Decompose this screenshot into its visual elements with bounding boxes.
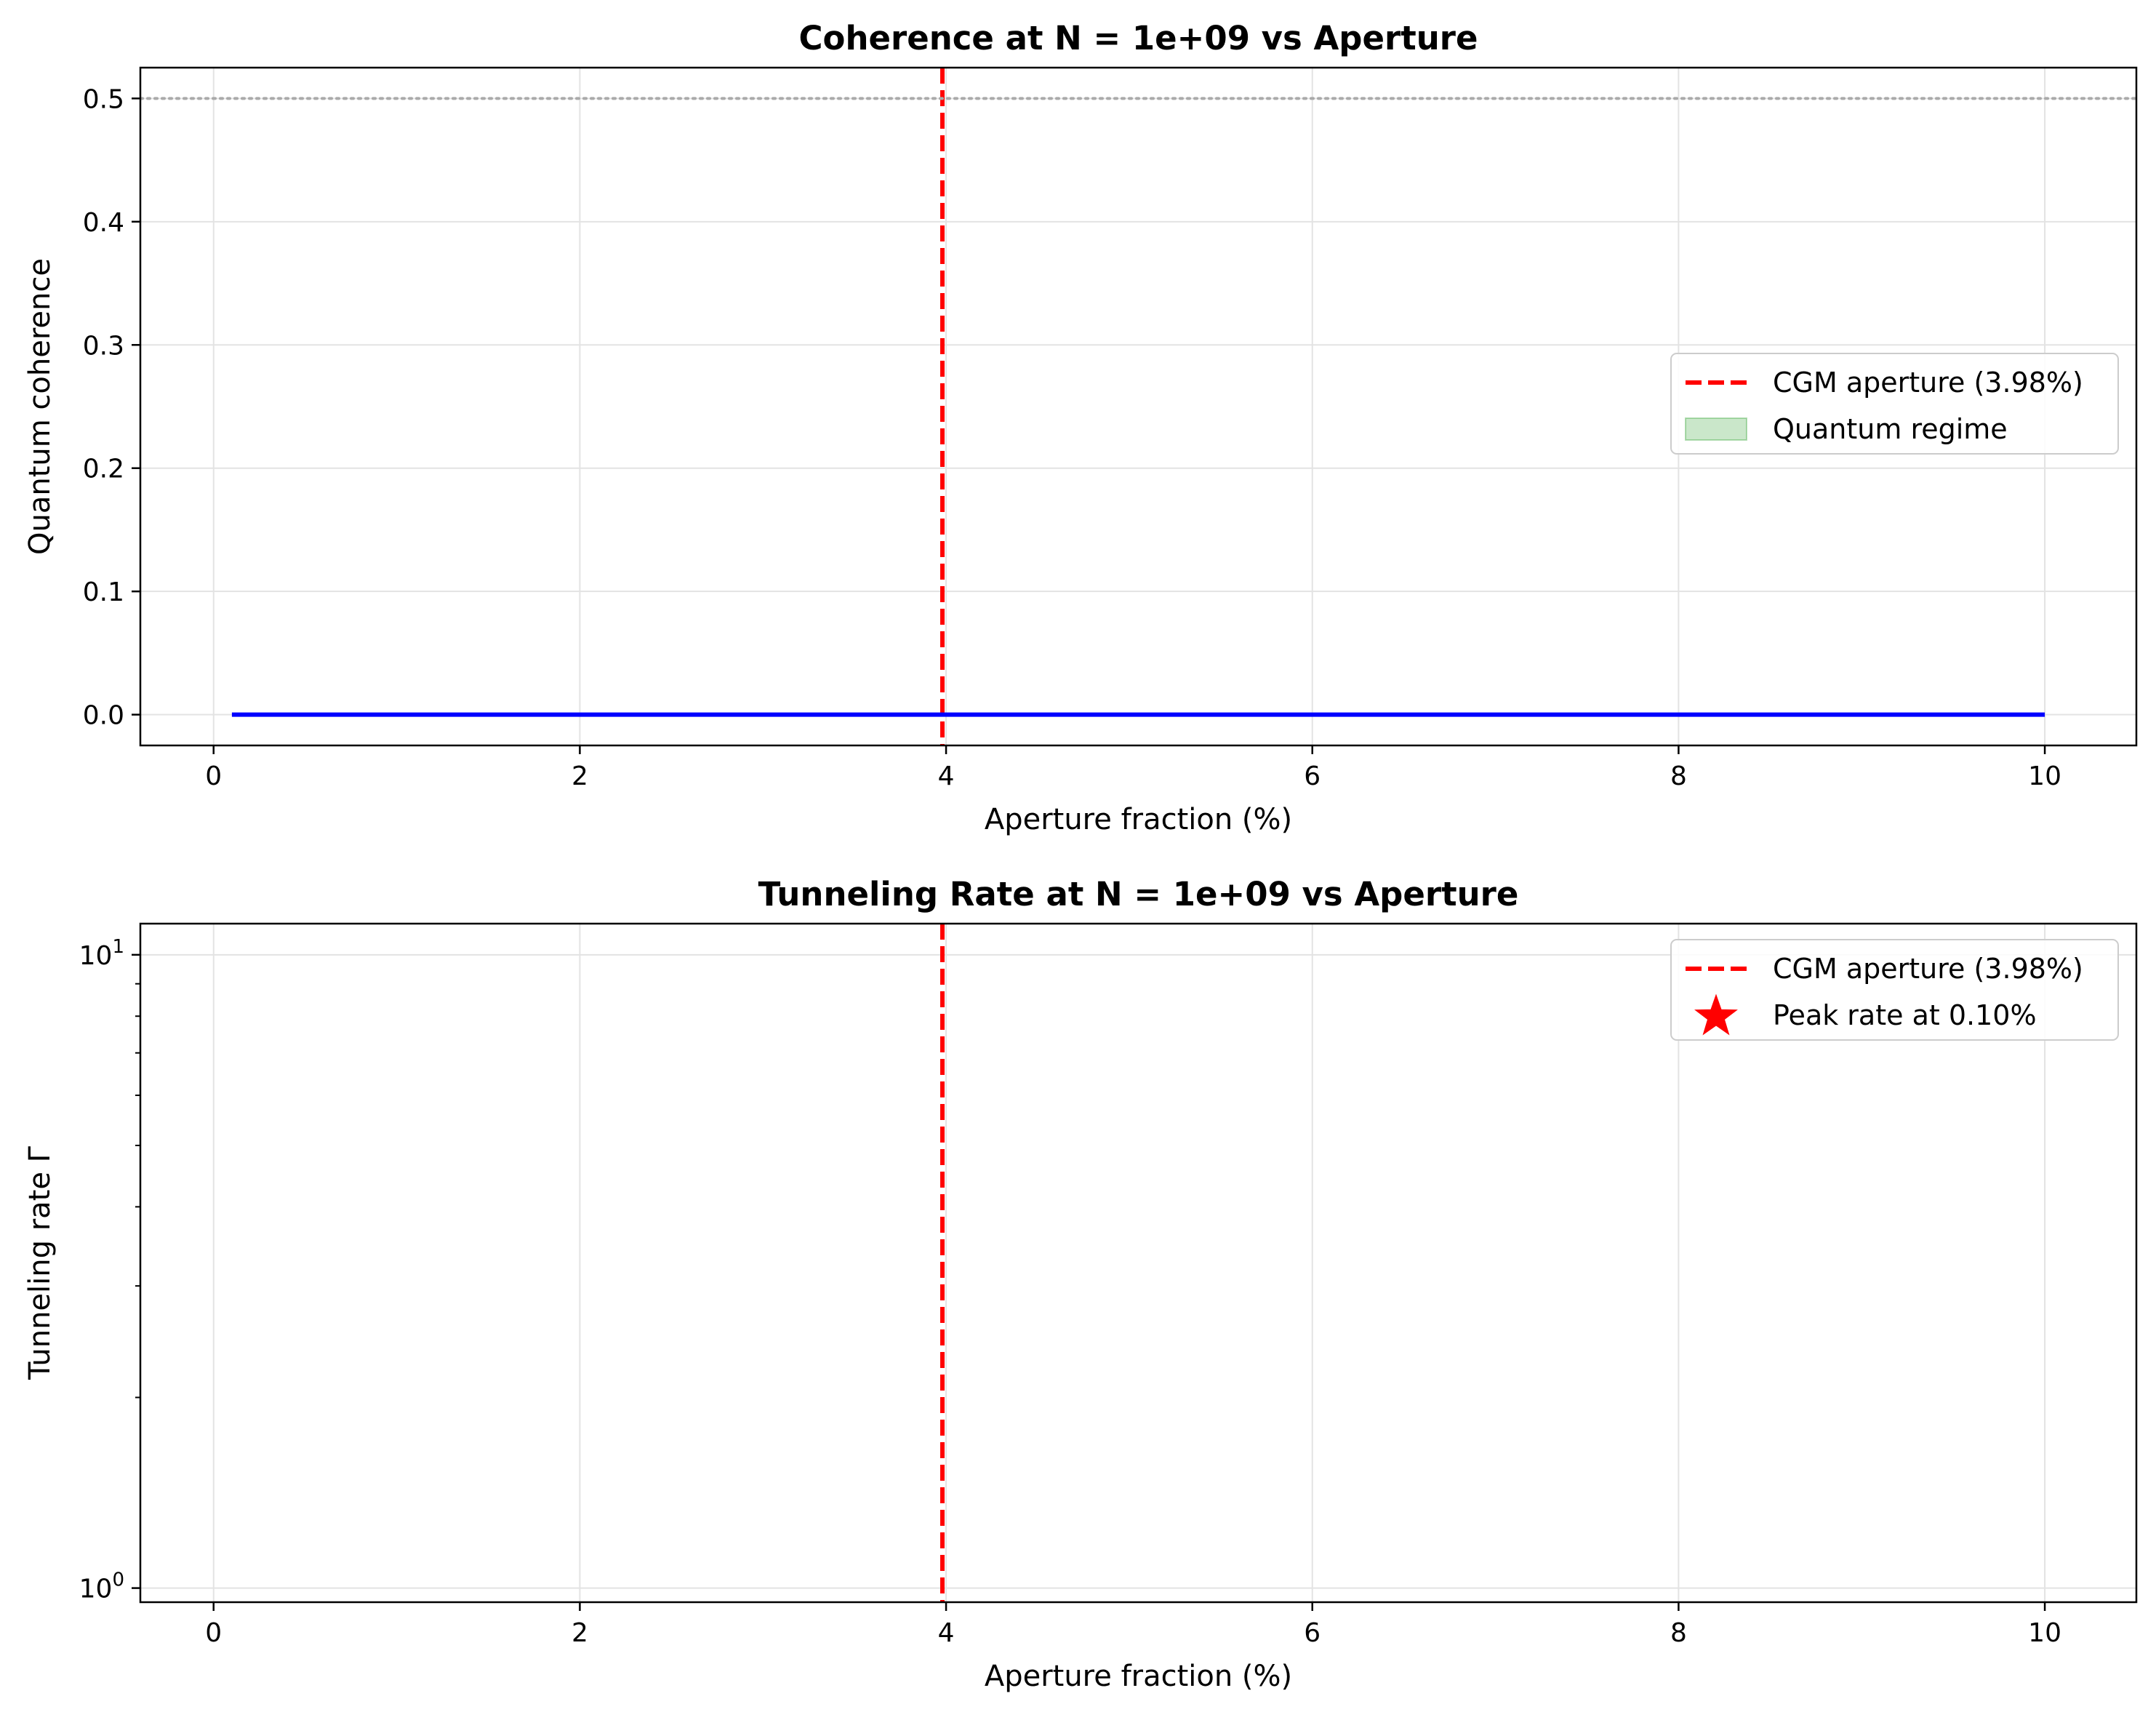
- x-tick-label: 2: [572, 1618, 588, 1648]
- legend-label: Peak rate at 0.10%: [1773, 999, 2037, 1031]
- x-tick-label: 6: [1304, 1618, 1321, 1648]
- x-tick-label: 8: [1670, 761, 1687, 791]
- legend: CGM aperture (3.98%) Quantum regime: [1670, 353, 2119, 455]
- y-tick-label: 0.3: [83, 331, 124, 361]
- axes-frame: [139, 66, 2138, 747]
- legend-patch-swatch: [1685, 417, 1747, 441]
- y-tick-label: 0.0: [83, 701, 124, 731]
- legend-label: CGM aperture (3.98%): [1773, 953, 2083, 985]
- x-tick-label: 4: [938, 761, 955, 791]
- y-axis-label: Quantum coherence: [23, 258, 57, 555]
- plot-area: [140, 68, 2136, 745]
- star-icon: [1694, 993, 1738, 1036]
- x-tick-label: 0: [205, 761, 222, 791]
- x-axis-label: Aperture fraction (%): [985, 803, 1292, 836]
- legend-frame: [1670, 939, 2119, 1041]
- y-tick-label: 0.4: [83, 208, 124, 238]
- y-tick-label: 101: [79, 936, 124, 971]
- y-tick-label: 0.5: [83, 84, 124, 114]
- y-tick-label: 100: [79, 1569, 124, 1604]
- legend-label: CGM aperture (3.98%): [1773, 367, 2083, 399]
- x-tick-label: 8: [1670, 1618, 1687, 1648]
- chart-title: Coherence at N = 1e+09 vs Aperture: [799, 19, 1478, 57]
- x-tick-label: 10: [2028, 1618, 2061, 1648]
- y-tick-label: 0.2: [83, 455, 124, 484]
- x-tick-label: 0: [205, 1618, 222, 1648]
- chart-1: 0 2 4 6 8 10 100 101 Tunneling Rate at N = 1e+09…: [23, 875, 2138, 1693]
- x-tick-label: 6: [1304, 761, 1321, 791]
- x-tick-label: 4: [938, 1618, 955, 1648]
- axes-frame: [139, 922, 2138, 1604]
- legend: CGM aperture (3.98%) Peak rate at 0.10%: [1670, 939, 2119, 1041]
- y-tick-label: 0.1: [83, 577, 124, 607]
- x-tick-label: 2: [572, 761, 588, 791]
- x-tick-label: 10: [2028, 761, 2061, 791]
- chart-0: 0 2 4 6 8 10 0.0 0.1 0.2 0.3 0.4 0.5 Coherence at N …: [23, 19, 2138, 836]
- x-axis-label: Aperture fraction (%): [985, 1660, 1292, 1693]
- legend-frame: [1670, 353, 2119, 455]
- chart-title: Tunneling Rate at N = 1e+09 vs Aperture: [758, 875, 1519, 913]
- legend-label: Quantum regime: [1773, 413, 2008, 445]
- y-axis-label: Tunneling rate Γ: [23, 1145, 57, 1380]
